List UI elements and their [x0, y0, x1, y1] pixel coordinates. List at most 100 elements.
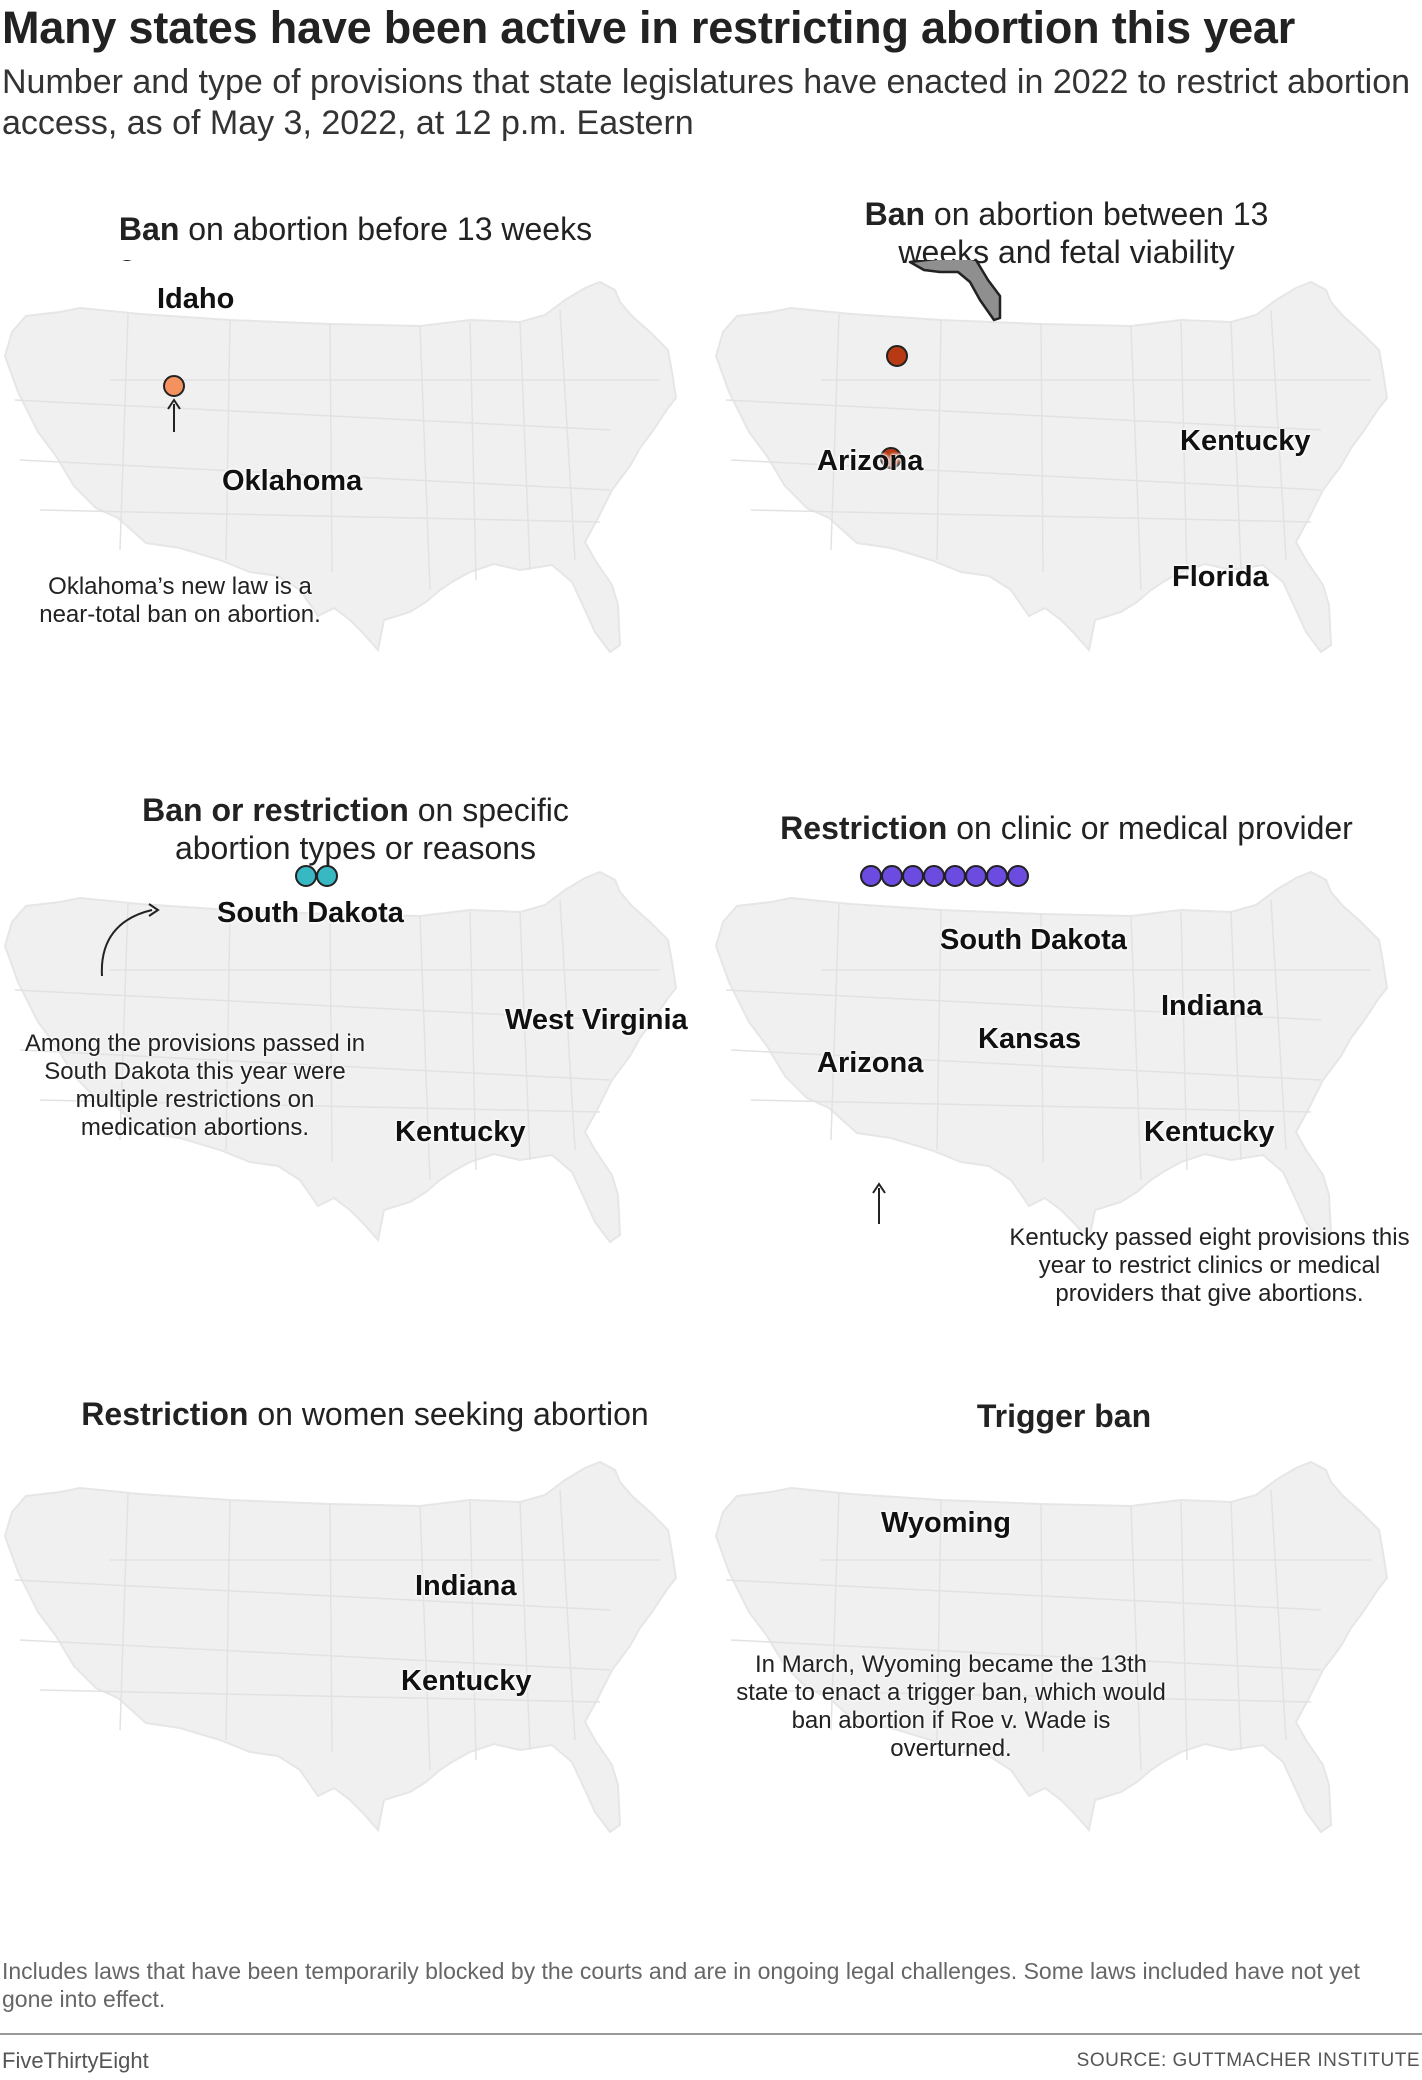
state-border	[1130, 1505, 1142, 1771]
panel-title-bold: Ban or restriction	[142, 792, 409, 828]
panel-title-rest: on women seeking abortion	[248, 1396, 649, 1432]
state-border	[519, 321, 531, 571]
state-border	[1040, 323, 1044, 573]
state-border	[419, 1505, 431, 1771]
state-label-south-dakota: South Dakota	[217, 897, 404, 929]
state-border	[14, 1579, 611, 1611]
state-border	[39, 509, 601, 523]
state-label-wyoming: Wyoming	[881, 1507, 1011, 1539]
provision-dot	[860, 865, 882, 887]
state-borders	[14, 899, 660, 1181]
state-border	[730, 1639, 1322, 1671]
state-border	[1270, 899, 1287, 1151]
state-border	[469, 321, 477, 581]
annotation-kentucky: Kentucky passed eight provisions this ye…	[1009, 1224, 1410, 1307]
state-label-kentucky: Kentucky	[395, 1116, 526, 1148]
state-border	[725, 989, 1322, 1021]
state-border	[1230, 1501, 1242, 1751]
page-title: Many states have been active in restrict…	[2, 2, 1296, 53]
provision-dot	[986, 865, 1008, 887]
state-label-indiana: Indiana	[1161, 990, 1263, 1022]
state-border	[750, 509, 1312, 523]
panel-specific-types: Ban or restriction on specific abortion …	[0, 790, 711, 1370]
panel-title: Restriction on women seeking abortion	[0, 1395, 730, 1433]
us-map	[3, 1460, 678, 1834]
state-border	[725, 399, 1322, 431]
provision-dot	[881, 865, 903, 887]
state-border	[1180, 321, 1188, 581]
state-border	[469, 911, 477, 1171]
us-outline	[714, 1460, 1389, 1834]
state-border	[936, 909, 942, 1151]
state-label-south-dakota: South Dakota	[940, 924, 1127, 956]
state-border	[725, 1579, 1322, 1611]
provision-dot	[902, 865, 924, 887]
state-border	[936, 319, 942, 561]
us-map	[714, 260, 1389, 654]
panel-title-bold: Restriction	[780, 810, 948, 846]
us-map	[3, 865, 678, 1244]
us-map	[714, 1460, 1389, 1834]
state-border	[519, 911, 531, 1161]
state-border	[39, 1689, 601, 1703]
panel-title: Restriction on clinic or medical provide…	[711, 809, 1422, 847]
panel-title: Ban on abortion between 13 weeks and fet…	[711, 195, 1422, 271]
state-border	[730, 459, 1322, 491]
state-border	[469, 1501, 477, 1761]
state-border	[19, 1049, 611, 1081]
source-credit: SOURCE: GUTTMACHER INSTITUTE	[1076, 2050, 1420, 2071]
panel-title-rest: on abortion before 13 weeks	[179, 211, 593, 247]
state-border	[1040, 1503, 1044, 1753]
state-label-arizona: Arizona	[817, 1047, 924, 1079]
state-border	[1270, 1489, 1287, 1741]
us-map	[714, 865, 1389, 1244]
state-border	[225, 319, 231, 561]
state-label-indiana: Indiana	[415, 1570, 517, 1602]
state-border	[936, 1499, 942, 1741]
state-border	[750, 1689, 1312, 1703]
state-border	[1040, 913, 1044, 1163]
us-outline	[3, 280, 678, 654]
state-border	[830, 1493, 840, 1731]
state-borders	[14, 1489, 660, 1771]
state-label-arizona: Arizona	[817, 445, 924, 477]
panel-women-seeking: Restriction on women seeking abortion In…	[0, 1380, 711, 1960]
state-borders	[725, 309, 1371, 591]
state-border	[19, 1639, 611, 1671]
state-borders	[14, 309, 660, 591]
state-border	[1230, 911, 1242, 1161]
state-border	[225, 909, 231, 1151]
state-border	[19, 459, 611, 491]
panel-title-bold: Trigger ban	[976, 1398, 1152, 1434]
state-label-idaho: Idaho	[157, 283, 235, 315]
state-border	[559, 1489, 576, 1741]
state-border	[329, 1503, 333, 1753]
state-border	[14, 399, 611, 431]
panel-ban-13-weeks-viability: Ban on abortion between 13 weeks and fet…	[711, 196, 1422, 780]
state-border	[419, 915, 431, 1181]
state-border	[419, 325, 431, 591]
highlighted-state-florida	[908, 260, 1002, 322]
state-border	[1130, 915, 1142, 1181]
provision-dot	[295, 865, 317, 887]
us-outline	[714, 870, 1389, 1244]
panel-title: Ban on abortion before 13 weeks	[0, 210, 711, 248]
state-border	[14, 989, 611, 1021]
footer-divider	[0, 2033, 1422, 2035]
panel-title: Trigger ban	[699, 1397, 1422, 1435]
provision-dot	[944, 865, 966, 887]
state-border	[559, 899, 576, 1151]
state-label-kentucky: Kentucky	[1180, 425, 1311, 457]
state-label-kansas: Kansas	[978, 1023, 1082, 1055]
panel-title-rest: on clinic or medical provider	[947, 810, 1353, 846]
footnote: Includes laws that have been temporarily…	[2, 1958, 1360, 2012]
provision-dot	[886, 345, 908, 367]
us-outline	[3, 1460, 678, 1834]
state-border	[119, 313, 129, 551]
annotation-south-dakota: Among the provisions passed in South Dak…	[24, 1030, 366, 1141]
annotation-wyoming: In March, Wyoming became the 13th state …	[736, 1651, 1166, 1762]
state-borders	[725, 899, 1371, 1181]
panel-trigger-ban: Trigger ban Wyoming In March, Wyoming be…	[711, 1380, 1422, 1960]
state-borders	[725, 1489, 1371, 1771]
annotation-arrow	[872, 1182, 886, 1224]
